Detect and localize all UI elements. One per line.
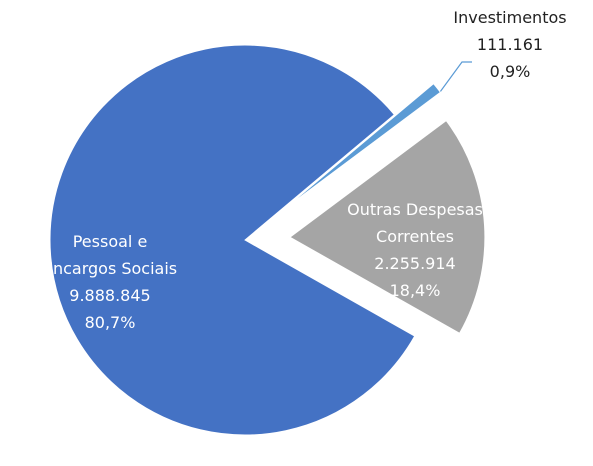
value-label: 9.888.845 bbox=[69, 286, 151, 305]
slice-label: Investimentos 111.161 0,9% bbox=[440, 4, 580, 85]
slice-label: Outras Despesas Correntes 2.255.914 18,4% bbox=[345, 196, 485, 304]
category: Pessoal e Encargos Sociais bbox=[42, 232, 178, 278]
pie-slice bbox=[288, 119, 486, 334]
percent-label: 0,9% bbox=[489, 62, 531, 81]
value-label: 2.255.914 bbox=[374, 254, 456, 273]
leader-line bbox=[439, 61, 472, 93]
percent-label: 80,7% bbox=[84, 313, 136, 332]
percent-label: 18,4% bbox=[389, 281, 441, 300]
slice-label: Pessoal e Encargos Sociais 9.888.845 80,7% bbox=[35, 228, 185, 336]
category: Outras Despesas Correntes bbox=[347, 200, 483, 246]
pie-slice bbox=[283, 82, 442, 210]
pie-slice bbox=[49, 44, 416, 436]
value-label: 111.161 bbox=[476, 35, 544, 54]
category: Investimentos bbox=[453, 8, 567, 27]
